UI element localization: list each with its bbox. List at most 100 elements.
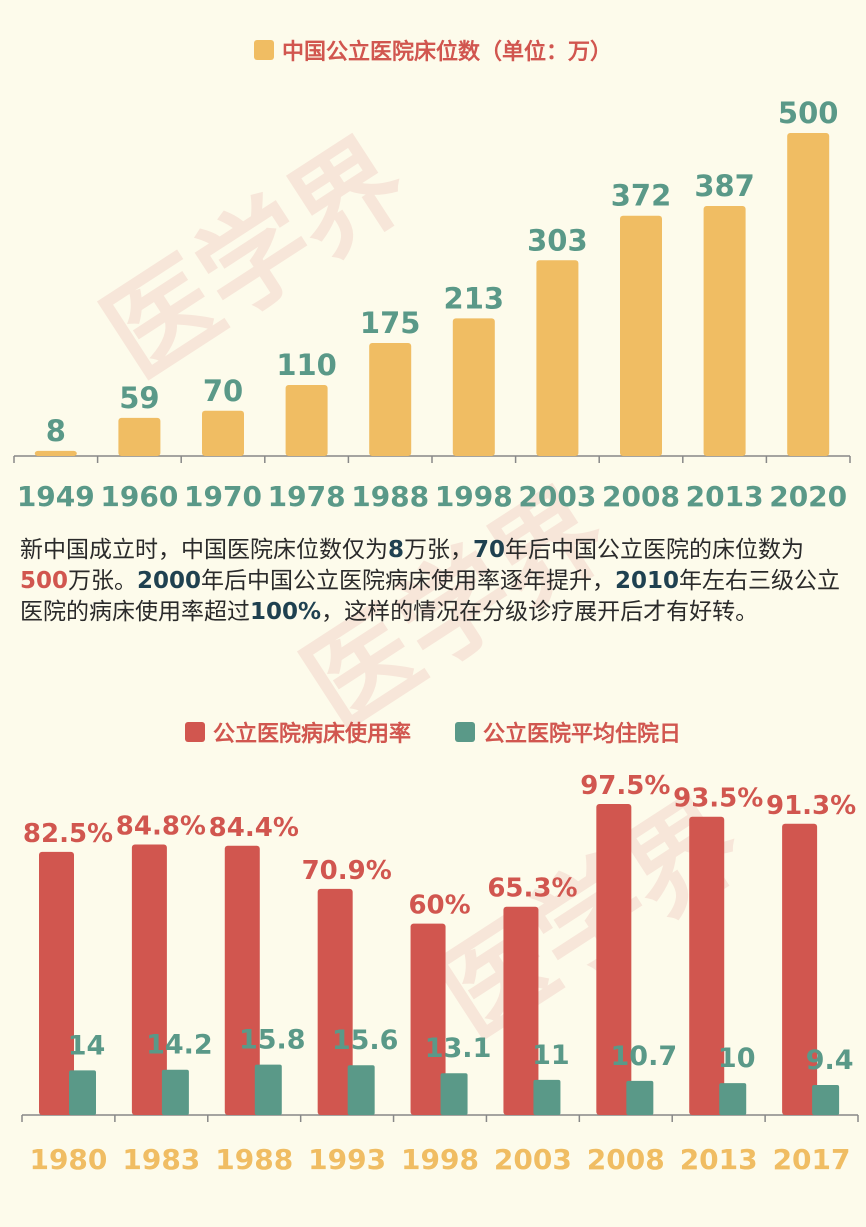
bar-bed-count <box>34 450 77 456</box>
para-number-3: 500 <box>20 568 69 594</box>
usage-rate-label: 60% <box>408 891 470 921</box>
x-tick-label: 1988 <box>351 480 429 513</box>
legend-label-usage: 公立医院病床使用率 <box>212 722 411 747</box>
usage-rate-label: 82.5% <box>23 819 113 849</box>
bar-usage-rate <box>224 845 260 1115</box>
average-stay-label: 11 <box>532 1040 570 1071</box>
bar-value-label: 70 <box>203 374 243 408</box>
average-stay-label: 10.7 <box>611 1041 678 1072</box>
x-tick-label: 1983 <box>122 1143 200 1176</box>
x-tick-label: 2008 <box>602 480 680 513</box>
para-text-3: 年后中国公立医院的床位数为 <box>505 537 805 563</box>
para-text-6: 年左右三级公立医院的病床使用率超过 <box>20 568 841 625</box>
x-tick-label: 2013 <box>686 480 764 513</box>
x-tick-label: 1993 <box>308 1143 386 1176</box>
x-tick-label: 2013 <box>680 1143 758 1176</box>
bar-usage-rate <box>596 803 632 1115</box>
bar-bed-count <box>703 205 746 456</box>
bar-usage-rate <box>782 823 818 1115</box>
bar-value-label: 372 <box>611 179 672 213</box>
bar-usage-rate <box>410 923 446 1115</box>
x-tick-label: 2003 <box>494 1143 572 1176</box>
para-number-1: 8 <box>388 537 405 563</box>
bar-value-label: 175 <box>360 306 421 340</box>
x-tick-label: 2017 <box>773 1143 851 1176</box>
usage-and-stay-chart: 82.5% 14 1980 84.8% 14.2 1983 84.4% 15.8 1988 70.… <box>21 771 859 1176</box>
bar-average-stay <box>533 1079 561 1115</box>
usage-rate-label: 65.3% <box>487 874 577 904</box>
bar-value-label: 500 <box>778 96 839 130</box>
bar-bed-count <box>536 260 579 456</box>
x-tick-label: 1998 <box>435 480 513 513</box>
bar-bed-count <box>285 384 328 456</box>
legend-swatch-beds <box>253 40 274 60</box>
x-tick-label: 1970 <box>184 480 262 513</box>
bar-average-stay <box>719 1083 747 1115</box>
para-text-5: 年后中国公立医院病床使用率逐年提升， <box>201 568 616 594</box>
legend-label-beds: 中国公立医院床位数（单位：万） <box>281 40 612 65</box>
para-text-1: 新中国成立时，中国医院床位数仅为 <box>20 537 388 563</box>
bar-value-label: 213 <box>444 281 505 315</box>
bar-usage-rate <box>689 816 725 1115</box>
average-stay-label: 9.4 <box>806 1045 854 1076</box>
bar-usage-rate <box>503 906 539 1115</box>
para-number-5: 2010 <box>615 568 680 594</box>
bar-bed-count <box>118 417 161 456</box>
para-number-2: 70 <box>473 537 506 563</box>
x-tick-label: 1978 <box>268 480 346 513</box>
summary-paragraph: 新中国成立时，中国医院床位数仅为8万张，70年后中国公立医院的床位数为 500万张… <box>20 535 846 628</box>
para-number-6: 100% <box>250 599 322 625</box>
average-stay-label: 14.2 <box>146 1030 213 1061</box>
x-tick-label: 1980 <box>29 1143 107 1176</box>
average-stay-label: 15.8 <box>239 1025 306 1056</box>
para-text-7: ，这样的情况在分级诊疗展开后才有好转。 <box>321 599 759 625</box>
x-tick-label: 2020 <box>769 480 847 513</box>
usage-rate-label: 84.4% <box>209 813 299 843</box>
x-tick-label: 1988 <box>215 1143 293 1176</box>
legend-label-stay: 公立医院平均住院日 <box>483 722 682 747</box>
bar-average-stay <box>254 1064 282 1115</box>
bar-average-stay <box>626 1080 654 1115</box>
average-stay-label: 10 <box>718 1043 756 1074</box>
bar-average-stay <box>69 1070 96 1115</box>
legend-item-usage: 公立医院病床使用率 <box>184 716 411 748</box>
bar-value-label: 387 <box>694 169 755 203</box>
usage-rate-label: 97.5% <box>580 771 670 801</box>
bar-bed-count <box>620 215 662 456</box>
bar-average-stay <box>812 1085 840 1115</box>
legend-swatch-stay <box>455 722 475 742</box>
para-text-2: 万张， <box>404 537 474 563</box>
x-tick-label: 1949 <box>17 480 95 513</box>
usage-rate-label: 70.9% <box>302 856 392 886</box>
bar-bed-count <box>202 410 244 456</box>
bar-value-label: 303 <box>527 223 588 257</box>
para-number-4: 2000 <box>137 568 202 594</box>
bar-usage-rate <box>131 844 167 1115</box>
bar-usage-rate <box>39 851 74 1115</box>
bar-value-label: 110 <box>276 348 337 382</box>
bar-bed-count <box>787 133 830 456</box>
bar-average-stay <box>161 1069 189 1115</box>
bar-bed-count <box>369 342 412 456</box>
bar-bed-count <box>452 318 495 456</box>
x-tick-label: 2008 <box>587 1143 665 1176</box>
average-stay-label: 15.6 <box>332 1025 399 1056</box>
bar-average-stay <box>440 1073 468 1115</box>
bar-average-stay <box>347 1065 375 1115</box>
bar-usage-rate <box>317 888 353 1115</box>
chart2-legend: 公立医院病床使用率 公立医院平均住院日 <box>0 716 866 748</box>
usage-rate-label: 93.5% <box>673 784 763 814</box>
legend-item-stay: 公立医院平均住院日 <box>455 716 681 748</box>
bed-count-chart: 8 1949 59 1960 70 1970 110 1978 175 1988 213 1998 30… <box>13 96 851 513</box>
legend-swatch-usage <box>184 722 205 742</box>
average-stay-label: 14 <box>68 1030 106 1061</box>
usage-rate-label: 91.3% <box>766 791 856 821</box>
para-text-4: 万张。 <box>68 568 138 594</box>
average-stay-label: 13.1 <box>425 1033 492 1064</box>
bar-value-label: 8 <box>46 414 66 448</box>
chart1-legend: 中国公立医院床位数（单位：万） <box>0 34 866 66</box>
x-tick-label: 1960 <box>100 480 178 513</box>
x-tick-label: 1998 <box>401 1143 479 1176</box>
x-tick-label: 2003 <box>518 480 596 513</box>
bar-value-label: 59 <box>119 381 159 415</box>
